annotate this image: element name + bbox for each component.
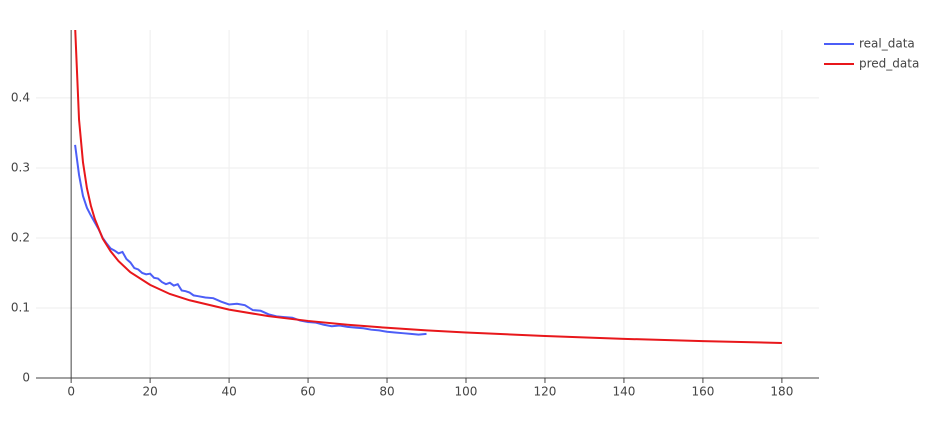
legend-label: real_data [859, 37, 915, 51]
series-line [74, 30, 782, 344]
y-tick-label: 0 [22, 371, 30, 385]
x-tick-label: 80 [379, 385, 394, 399]
x-tick-label: 120 [534, 385, 557, 399]
x-tick-label: 60 [300, 385, 315, 399]
x-tick-label: 20 [142, 385, 157, 399]
legend-label: pred_data [859, 57, 919, 71]
x-tick-label: 0 [67, 385, 75, 399]
series-line [74, 144, 427, 336]
x-tick-label: 40 [221, 385, 236, 399]
x-tick-label: 160 [691, 385, 714, 399]
x-tick-label: 180 [770, 385, 793, 399]
y-tick-label: 0.4 [11, 90, 30, 104]
x-tick-label: 100 [455, 385, 478, 399]
y-tick-label: 0.1 [11, 300, 30, 314]
y-tick-label: 0.3 [11, 160, 30, 174]
y-tick-label: 0.2 [11, 230, 30, 244]
x-tick-label: 140 [612, 385, 635, 399]
